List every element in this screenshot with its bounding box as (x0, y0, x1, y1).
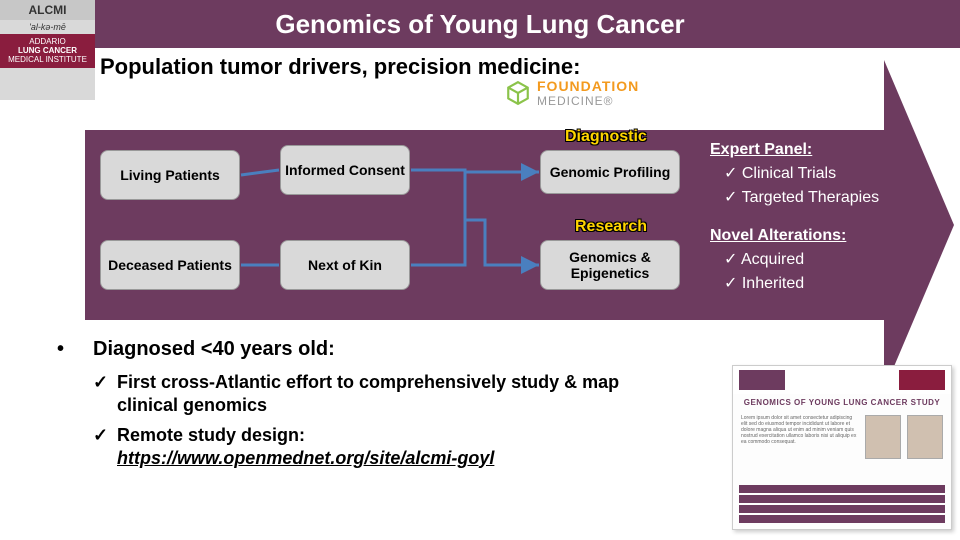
fm-word1: FOUNDATION (537, 78, 639, 94)
label-diagnostic: Diagnostic (565, 128, 647, 146)
expert-item-2: Targeted Therapies (724, 186, 879, 210)
fm-word2: MEDICINE® (537, 94, 639, 108)
box-genomics-epigenetics: Genomics & Epigenetics (540, 240, 680, 290)
study-link[interactable]: https://www.openmednet.org/site/alcmi-go… (117, 448, 494, 468)
novel-item-1: Acquired (724, 248, 879, 272)
flyer-photo-1 (865, 415, 901, 459)
novel-head: Novel Alterations: (710, 224, 879, 248)
subtitle: Population tumor drivers, precision medi… (100, 54, 580, 80)
flyer-bars (739, 483, 945, 523)
box-informed-consent: Informed Consent (280, 145, 410, 195)
alcmi-logo: ALCMI 'al-kə-mē ADDARIO LUNG CANCER MEDI… (0, 0, 95, 100)
box-genomic-profiling: Genomic Profiling (540, 150, 680, 194)
flyer-title: GENOMICS OF YOUNG LUNG CANCER STUDY (733, 394, 951, 411)
bullet-sub-2: Remote study design: https://www.openmed… (117, 424, 675, 469)
flyer-badge-right (899, 370, 945, 390)
flyer-thumbnail: GENOMICS OF YOUNG LUNG CANCER STUDY Lore… (732, 365, 952, 530)
flow-arrow-head (884, 60, 954, 390)
foundation-medicine-logo: FOUNDATION MEDICINE® (505, 78, 639, 108)
bullet-list: Diagnosed <40 years old: First cross-Atl… (75, 338, 675, 477)
flyer-photo-2 (907, 415, 943, 459)
expert-panel-head: Expert Panel: (710, 138, 879, 162)
flyer-paragraph: Lorem ipsum dolor sit amet consectetur a… (741, 415, 859, 459)
title-bar: Genomics of Young Lung Cancer (0, 0, 960, 48)
box-living-patients: Living Patients (100, 150, 240, 200)
logo-phonetic: 'al-kə-mē (0, 20, 95, 34)
page-title: Genomics of Young Lung Cancer (275, 9, 684, 40)
box-next-of-kin: Next of Kin (280, 240, 410, 290)
box-deceased-patients: Deceased Patients (100, 240, 240, 290)
label-research: Research (575, 218, 647, 236)
cube-icon (505, 80, 531, 106)
novel-item-2: Inherited (724, 272, 879, 296)
bullet-main: Diagnosed <40 years old: (75, 338, 675, 361)
logo-name: ALCMI (0, 0, 95, 20)
bullet-sub-1: First cross-Atlantic effort to comprehen… (117, 371, 675, 416)
flyer-badge-left (739, 370, 785, 390)
expert-item-1: Clinical Trials (724, 162, 879, 186)
logo-org: ADDARIO LUNG CANCER MEDICAL INSTITUTE (0, 34, 95, 68)
right-panel: Expert Panel: Clinical Trials Targeted T… (710, 138, 879, 296)
